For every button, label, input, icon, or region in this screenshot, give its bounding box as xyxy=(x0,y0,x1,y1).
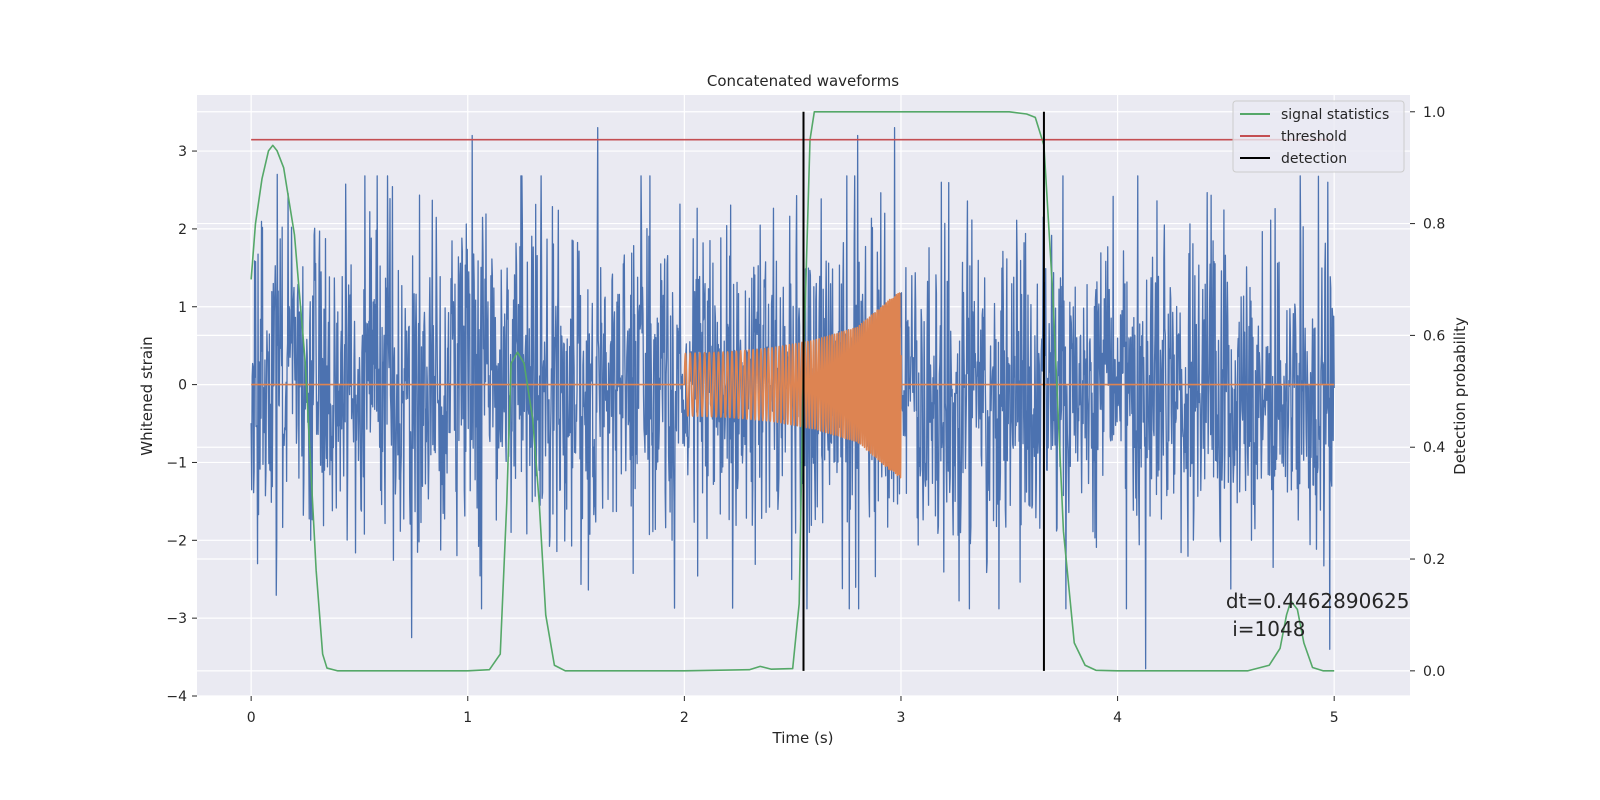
annotation-dt: dt=0.4462890625 xyxy=(1226,589,1410,613)
legend: signal statistics threshold detection xyxy=(1232,100,1405,173)
y-axis-label-left: Whitened strain xyxy=(138,336,156,455)
annotation: dt=0.4462890625 i=1048 xyxy=(1226,589,1410,641)
x-tick-label: 0 xyxy=(247,710,256,726)
y-right-tick-label: 0.8 xyxy=(1423,217,1445,233)
y-left-tick-label: −2 xyxy=(166,533,187,549)
x-tick-label: 1 xyxy=(463,710,472,726)
y-left-tick-label: −1 xyxy=(166,455,187,471)
x-axis-label: Time (s) xyxy=(772,729,834,747)
y-right-tick-label: 0.2 xyxy=(1423,552,1445,568)
y-right-tick-label: 1.0 xyxy=(1423,105,1445,121)
series-line-signal-statistics xyxy=(250,110,1335,672)
y-left-tick-label: 0 xyxy=(178,378,187,394)
y-left-tick-label: 3 xyxy=(178,144,187,160)
legend-label-signal-statistics: signal statistics xyxy=(1281,107,1389,123)
x-tick-label: 2 xyxy=(680,710,689,726)
axis-ticks: 0 1 2 3 4 5 −4 −3 −2 −1 0 1 2 3 0.0 0.2 0.4 0.6 0.8 1.0 xyxy=(166,105,1445,726)
legend-label-detection: detection xyxy=(1281,151,1347,167)
x-tick-label: 3 xyxy=(897,710,906,726)
y-left-tick-label: 1 xyxy=(178,300,187,316)
y-left-tick-label: −3 xyxy=(166,611,187,627)
y-right-tick-label: 0.0 xyxy=(1423,664,1445,680)
series-line-injected-waveform xyxy=(251,292,1335,479)
y-right-tick-label: 0.6 xyxy=(1423,328,1445,344)
series-layer xyxy=(250,110,1335,672)
y-right-tick-label: 0.4 xyxy=(1423,440,1445,456)
x-tick-label: 5 xyxy=(1330,710,1339,726)
y-left-tick-label: −4 xyxy=(166,689,187,705)
y-axis-label-right: Detection probability xyxy=(1451,317,1469,475)
x-tick-label: 4 xyxy=(1113,710,1122,726)
legend-label-threshold: threshold xyxy=(1281,129,1347,145)
legend-box xyxy=(1232,100,1405,173)
annotation-index: i=1048 xyxy=(1226,617,1306,641)
y-left-tick-label: 2 xyxy=(178,222,187,238)
chart-title: Concatenated waveforms xyxy=(707,72,899,90)
